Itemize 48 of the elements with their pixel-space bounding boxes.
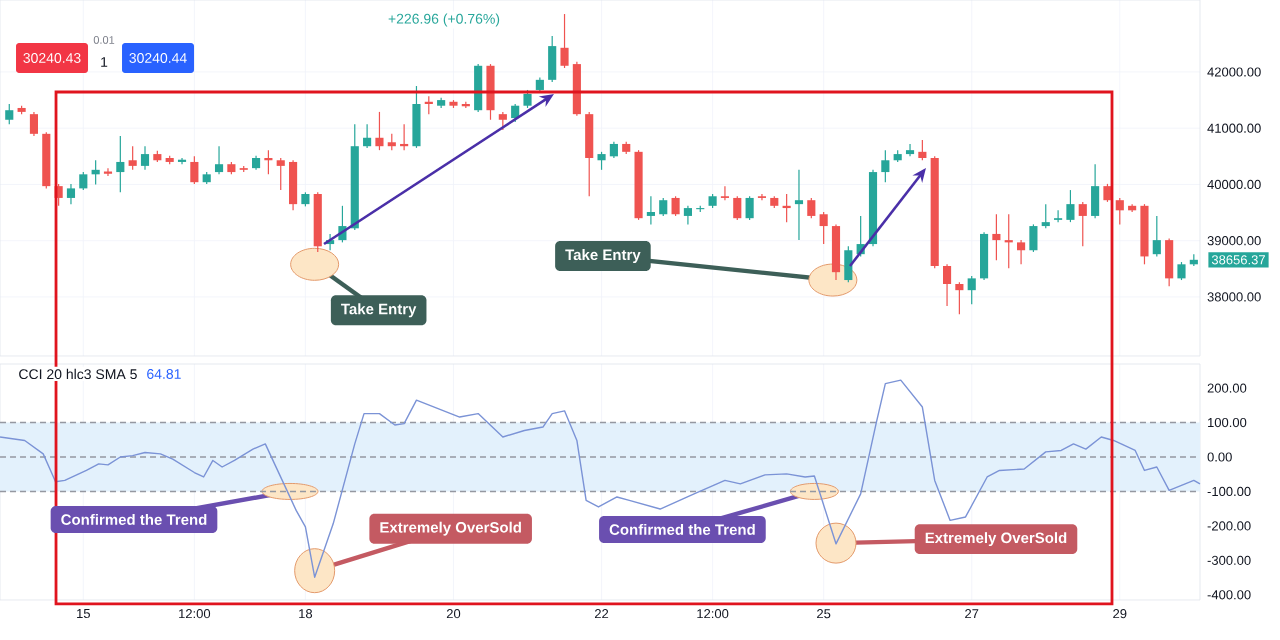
candlestick [1029,223,1038,253]
candlestick [671,195,680,217]
candlestick [474,63,483,113]
candlestick [733,195,742,221]
candlestick [116,135,125,193]
candlestick [1054,209,1063,223]
candlestick [819,211,828,245]
candlestick [1165,237,1174,287]
candlestick [1115,197,1124,225]
candlestick [214,145,224,175]
candlestick [794,169,804,241]
candlestick [844,245,853,283]
candlestick [412,85,421,149]
candlestick [29,111,39,137]
candlestick [683,205,692,225]
candlestick [1041,203,1050,229]
candlestick [646,195,655,225]
candlestick [979,231,989,281]
candlestick [276,157,285,191]
candlestick [140,145,150,171]
candlestick [942,263,952,307]
candlestick [1152,215,1161,258]
candlestick [289,159,298,211]
candlestick [905,143,915,157]
candlestick [1078,201,1087,247]
candlestick [585,111,594,197]
candlestick [745,195,754,221]
candlestick [486,63,495,121]
candlestick [757,193,767,201]
candlestick [1017,239,1026,265]
candlestick [375,111,384,151]
candlestick [363,123,372,149]
candlestick [128,145,137,171]
candlestick [548,35,557,83]
candlestick [560,13,569,69]
candlestick [807,197,816,219]
candlestick [1066,189,1075,223]
candlestick [955,281,964,315]
candlestick [720,185,730,201]
candlestick [66,183,76,205]
candlestick [918,139,927,161]
candlestick [5,103,14,125]
candlestick [831,223,841,281]
candlestick [881,149,890,183]
candlestick [992,213,1001,261]
candlestick [967,275,976,305]
candlestick [1091,163,1100,219]
candlestick [190,155,199,185]
